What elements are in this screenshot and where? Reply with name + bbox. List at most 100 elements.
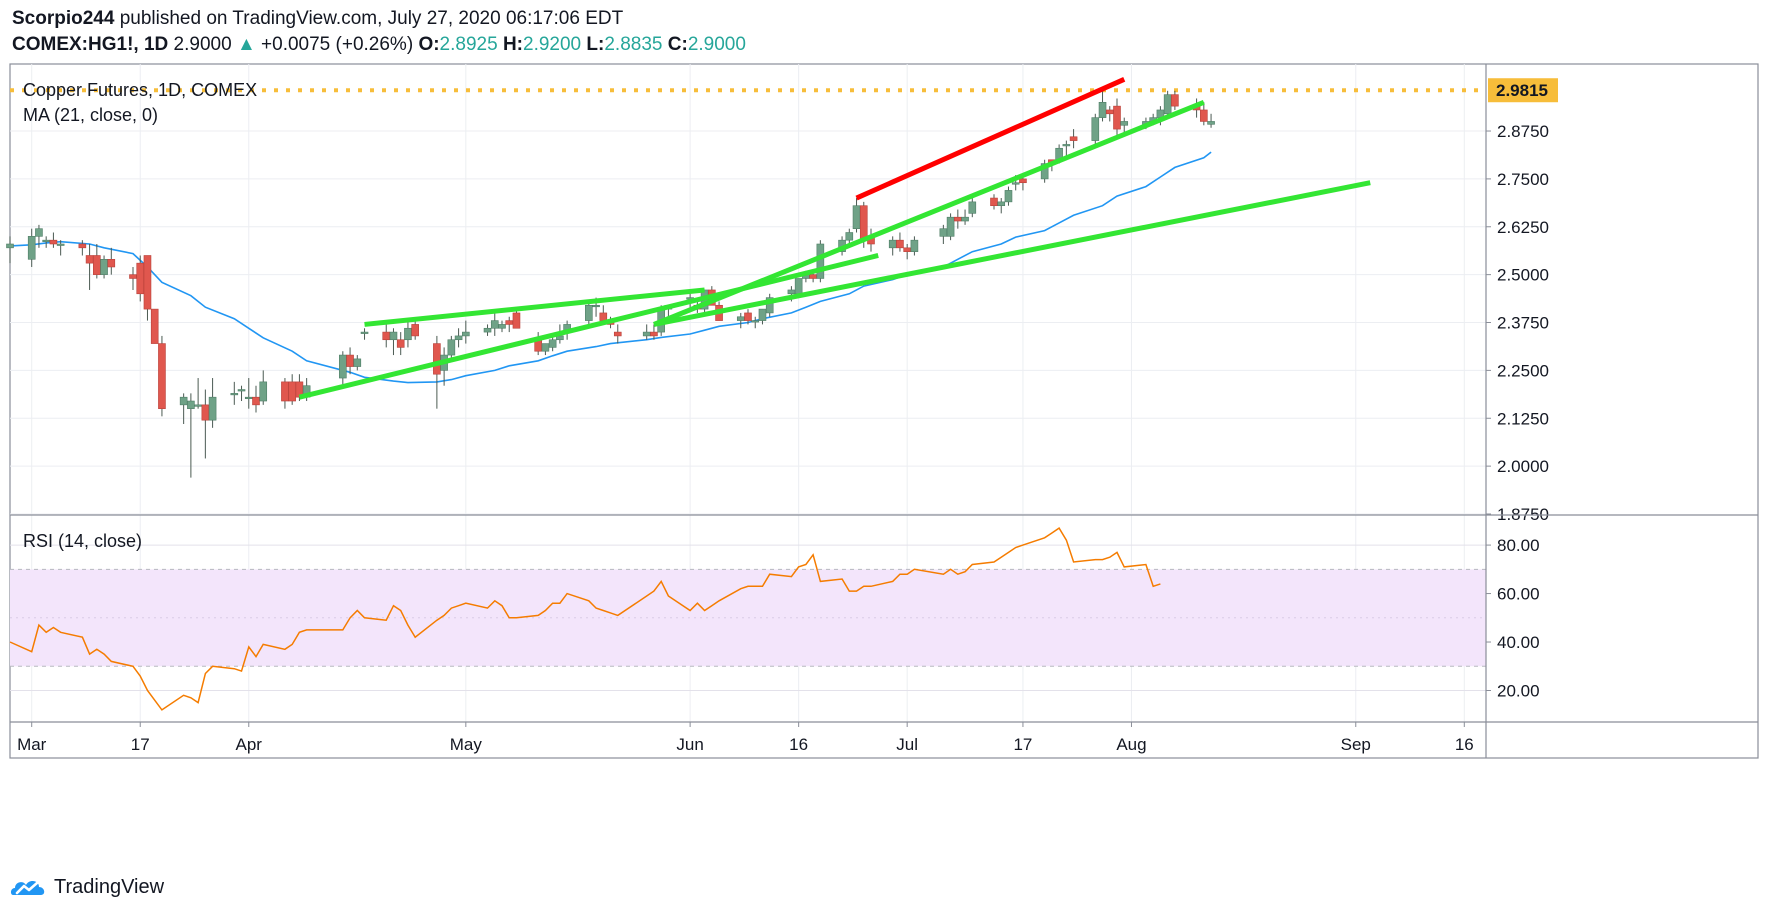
candle-body	[27, 236, 36, 260]
candle-body	[1098, 101, 1107, 118]
candle	[512, 309, 521, 329]
candle-body	[1171, 94, 1179, 107]
candle	[158, 335, 166, 417]
candle	[1062, 140, 1071, 156]
candle	[946, 213, 955, 241]
candle	[968, 198, 977, 218]
candle-body	[78, 243, 87, 249]
candle	[389, 328, 398, 356]
rsi-line	[9, 527, 1161, 711]
x-tick-label: 16	[1455, 735, 1474, 754]
candle-body	[454, 335, 463, 341]
rsi-tick-label: 20.00	[1497, 681, 1540, 700]
candle-body	[642, 331, 651, 337]
ma-legend: MA (21, close, 0)	[23, 105, 158, 125]
rsi-band	[10, 568, 1486, 667]
resistance-price-tag	[1488, 78, 1558, 103]
candle-body	[252, 396, 260, 406]
candle-body	[1120, 121, 1129, 126]
candle-body	[85, 255, 94, 264]
candle-body	[954, 216, 962, 222]
close-label: C:	[667, 34, 688, 55]
candle-body	[462, 331, 470, 337]
candle-body	[613, 331, 622, 337]
candle-body	[961, 216, 969, 222]
tradingview-brand: TradingView	[54, 875, 165, 898]
candle	[49, 232, 58, 248]
x-tick-label: Aug	[1116, 735, 1146, 754]
candle	[208, 378, 217, 428]
candle	[498, 320, 506, 333]
candle	[353, 355, 362, 371]
candle-body	[1011, 182, 1020, 185]
candle-body	[859, 205, 868, 241]
rsi-tick-label: 60.00	[1497, 585, 1540, 604]
candle-body	[1091, 117, 1100, 141]
candle	[1207, 113, 1215, 128]
y-tick-label: 2.5000	[1497, 266, 1549, 285]
candle-body	[896, 239, 904, 249]
chart-legend-title: Copper Futures, 1D, COMEX	[23, 80, 257, 100]
low-label: L:	[586, 34, 605, 55]
candle-body	[93, 255, 101, 275]
candle	[1040, 159, 1049, 183]
candle	[896, 232, 904, 252]
candle	[1200, 102, 1208, 126]
candle	[360, 328, 369, 340]
y-tick-label: 2.6250	[1497, 218, 1549, 237]
candle-body	[990, 197, 998, 207]
y-tick-label: 2.8750	[1497, 122, 1549, 141]
rsi-pane[interactable]	[9, 527, 1161, 711]
candle-body	[150, 308, 159, 344]
candle	[585, 301, 593, 325]
candle	[35, 224, 43, 248]
candle-body	[339, 354, 347, 379]
candle-body	[230, 393, 239, 396]
candle-body	[244, 396, 253, 399]
x-tick-label: 16	[789, 735, 808, 754]
candle-body	[816, 243, 825, 279]
candle-body	[179, 396, 188, 406]
candle	[997, 198, 1006, 214]
y-tick-label: 2.0000	[1497, 457, 1549, 476]
candle-body	[744, 312, 752, 321]
candle-body	[548, 339, 557, 348]
close-value: 2.9000	[687, 34, 746, 55]
tradingview-footer[interactable]: TradingView	[10, 872, 164, 902]
resistance-price-label: 2.9815	[1496, 81, 1548, 100]
candle-body	[1062, 144, 1071, 147]
high-value: 2.9200	[523, 34, 582, 55]
axes: Mar 17 Apr May Jun 16 Jul 17 Aug Sep 161.87502.000…	[10, 64, 1758, 758]
candle-body	[758, 308, 767, 321]
candle	[548, 335, 557, 352]
candle-body	[56, 243, 65, 246]
publisher-name[interactable]: Scorpio244	[12, 8, 115, 29]
candle-body	[845, 232, 854, 241]
candle-body	[736, 316, 745, 321]
candle-body	[997, 201, 1006, 207]
candle-body	[968, 201, 977, 214]
candle	[816, 240, 825, 283]
candle-body	[1113, 105, 1121, 130]
candle-body	[787, 289, 796, 295]
chart-header: Scorpio244 published on TradingView.com,…	[12, 6, 746, 58]
candle-body	[498, 324, 506, 329]
candle-body	[187, 400, 195, 409]
x-tick-label: Sep	[1341, 735, 1371, 754]
candle	[910, 236, 919, 256]
candle-body	[433, 343, 441, 375]
candle-body	[100, 259, 108, 275]
candle-body	[42, 239, 50, 242]
high-label: H:	[502, 34, 524, 55]
candle-body	[360, 331, 369, 334]
candle-body	[809, 274, 817, 279]
open-label: O:	[418, 34, 440, 55]
candle-body	[404, 327, 412, 341]
candle-body	[136, 262, 145, 295]
price-pane[interactable]	[6, 77, 1487, 478]
candle-body	[411, 324, 419, 337]
candle-body	[505, 320, 514, 325]
x-tick-label: 17	[131, 735, 150, 754]
candle	[1171, 90, 1179, 110]
